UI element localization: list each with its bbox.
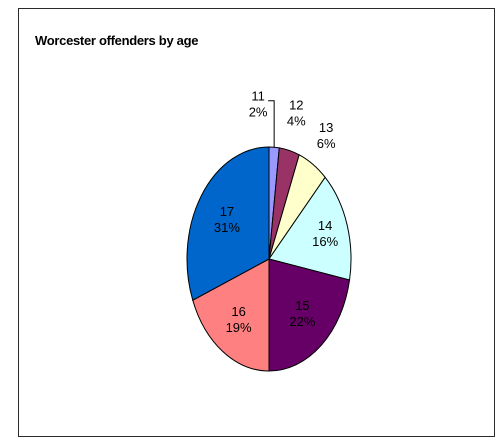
slice-label-percent-13: 6%	[317, 136, 336, 151]
pie-slice-16	[192, 258, 270, 372]
slice-label-percent-11: 2%	[249, 105, 268, 120]
pie-slice-14	[268, 176, 352, 281]
slice-label-percent-12: 4%	[287, 114, 306, 129]
slice-label-category-16: 16	[231, 304, 245, 319]
pie-slice-17	[186, 146, 270, 301]
chart-title: Worcester offenders by age	[35, 33, 199, 48]
slice-label-percent-17: 31%	[214, 220, 240, 235]
slice-label-category-11: 11	[251, 89, 265, 104]
slice-label-percent-14: 16%	[312, 234, 338, 249]
slice-label-category-14: 14	[318, 218, 332, 233]
slice-label-percent-15: 22%	[289, 314, 315, 329]
slice-label-category-13: 13	[319, 120, 333, 135]
slice-label-category-15: 15	[295, 298, 309, 313]
chart-frame: Worcester offenders by age 11 2% 12 4% 13 6% 1…	[18, 8, 495, 437]
slice-label-category-17: 17	[220, 204, 234, 219]
pie-slice-15	[268, 258, 351, 372]
slice-label-percent-16: 19%	[226, 320, 252, 335]
slice-label-category-12: 12	[289, 98, 303, 113]
leader-line-11	[268, 100, 275, 148]
